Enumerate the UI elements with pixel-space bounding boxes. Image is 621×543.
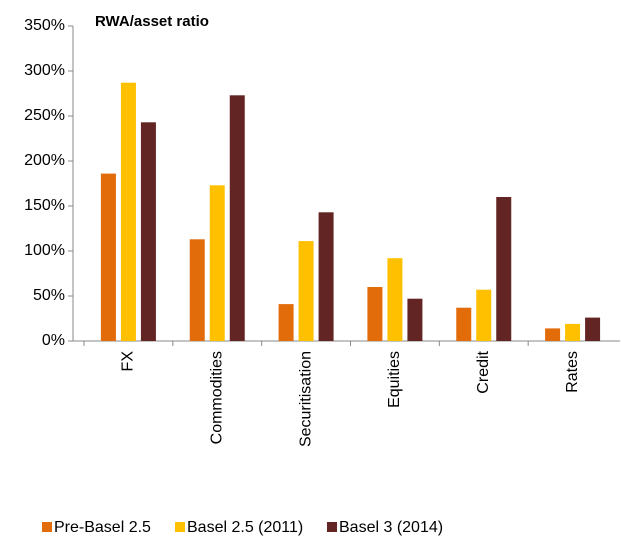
bar (496, 197, 512, 341)
legend-swatch (327, 522, 337, 532)
y-tick-label: 300% (24, 62, 65, 79)
bar (318, 212, 334, 341)
legend-label: Basel 2.5 (2011) (187, 519, 303, 536)
bar (456, 307, 472, 341)
x-tick-label: Equities (386, 351, 403, 408)
bar (545, 328, 561, 341)
legend-swatch (42, 522, 52, 532)
y-tick-label: 0% (42, 332, 65, 349)
legend-label: Pre-Basel 2.5 (54, 519, 151, 536)
chart-title: RWA/asset ratio (95, 13, 209, 30)
x-tick-label: Rates (564, 351, 581, 393)
bar (229, 95, 245, 341)
bar (387, 258, 403, 341)
bar (120, 82, 136, 341)
y-tick-label: 250% (24, 107, 65, 124)
bar (476, 289, 492, 341)
y-tick-label: 100% (24, 242, 65, 259)
bar (189, 239, 205, 341)
bar (209, 185, 225, 341)
x-tick-label: Securitisation (297, 351, 314, 447)
bar (367, 287, 383, 341)
y-tick-label: 350% (24, 17, 65, 34)
bar (298, 241, 314, 341)
x-tick-label: Credit (475, 350, 492, 393)
bar (585, 317, 601, 341)
y-tick-label: 150% (24, 197, 65, 214)
bar (100, 173, 116, 341)
x-tick-label: Commodities (208, 351, 225, 444)
bar (407, 298, 423, 341)
bar (278, 304, 294, 341)
bar (565, 323, 581, 341)
y-tick-label: 50% (33, 287, 65, 304)
y-tick-label: 200% (24, 152, 65, 169)
legend-label: Basel 3 (2014) (339, 519, 443, 536)
legend-swatch (175, 522, 185, 532)
x-tick-label: FX (120, 351, 137, 372)
bar (140, 122, 156, 341)
